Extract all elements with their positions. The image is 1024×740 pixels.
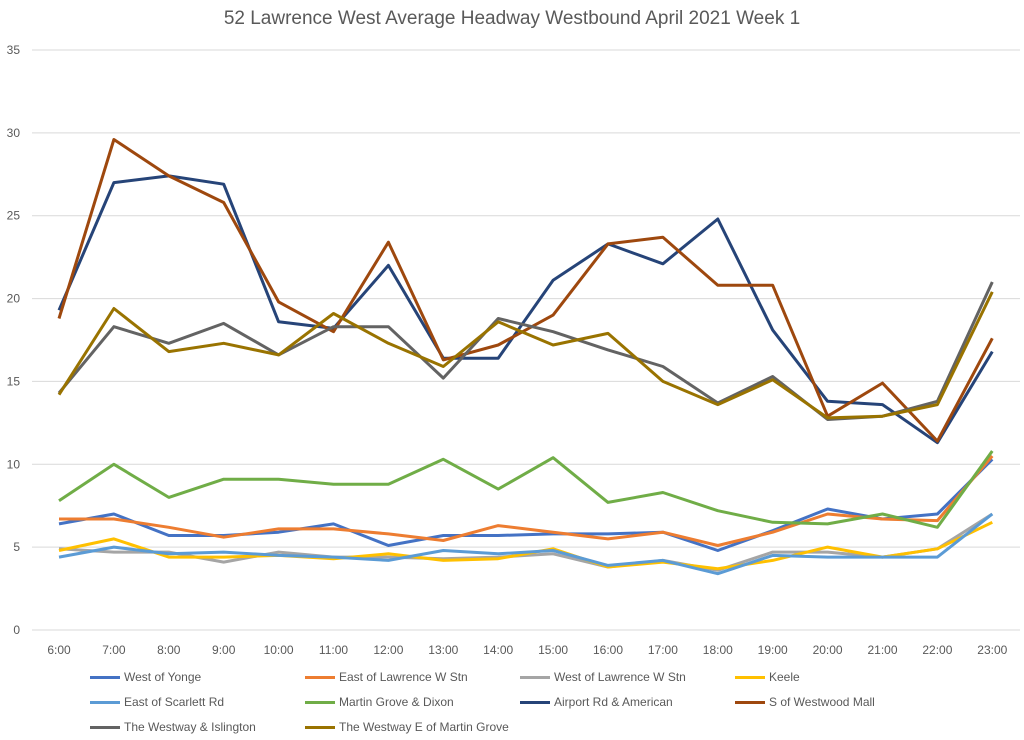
- y-axis-ticks: 0 5 10 15 20 25 30 35: [7, 43, 21, 637]
- series-line-10: [57, 291, 994, 420]
- legend-swatch: [90, 725, 120, 729]
- legend-label: West of Lawrence W Stn: [554, 670, 686, 684]
- legend-label: Martin Grove & Dixon: [339, 695, 454, 709]
- x-tick-label: 21:00: [867, 643, 897, 657]
- y-tick-label: 5: [13, 540, 20, 554]
- legend-label: East of Lawrence W Stn: [339, 670, 468, 684]
- gridlines: [32, 49, 1020, 631]
- y-tick-label: 20: [7, 292, 21, 306]
- line-chart: 0 5 10 15 20 25 30 35 6:00 7:00 8:00 9:00 10:00 11:0…: [7, 43, 1020, 657]
- x-tick-label: 9:00: [212, 643, 236, 657]
- y-tick-label: 25: [7, 209, 21, 223]
- y-tick-label: 0: [13, 623, 20, 637]
- x-tick-label: 19:00: [758, 643, 788, 657]
- series-line-7: [57, 174, 994, 445]
- x-tick-label: 10:00: [264, 643, 294, 657]
- series-line-2: [59, 455, 994, 547]
- legend-label: S of Westwood Mall: [769, 695, 875, 709]
- legend-item: The Westway & Islington: [90, 718, 256, 736]
- series-line-3: [58, 512, 994, 572]
- legend-swatch: [735, 700, 765, 704]
- x-tick-label: 17:00: [648, 643, 678, 657]
- x-tick-label: 22:00: [922, 643, 952, 657]
- series-line-4: [58, 520, 993, 571]
- x-axis-ticks: 6:00 7:00 8:00 9:00 10:00 11:00 12:00 13:00 14:0…: [47, 643, 1007, 657]
- series-lines: [57, 138, 994, 576]
- x-tick-label: 15:00: [538, 643, 568, 657]
- x-tick-label: 16:00: [593, 643, 623, 657]
- x-tick-label: 8:00: [157, 643, 181, 657]
- legend-item: The Westway E of Martin Grove: [305, 718, 509, 736]
- legend-item: West of Yonge: [90, 668, 201, 686]
- y-tick-label: 15: [7, 374, 21, 388]
- legend-item: Martin Grove & Dixon: [305, 693, 454, 711]
- legend-swatch: [90, 700, 120, 704]
- x-tick-label: 13:00: [428, 643, 458, 657]
- series-line-6: [58, 450, 994, 529]
- legend-item: S of Westwood Mall: [735, 693, 875, 711]
- x-tick-label: 6:00: [47, 643, 71, 657]
- x-tick-label: 14:00: [483, 643, 513, 657]
- legend-label: The Westway & Islington: [124, 720, 256, 734]
- series-line-9: [57, 281, 994, 421]
- legend-swatch: [520, 675, 550, 679]
- legend-item: East of Lawrence W Stn: [305, 668, 468, 686]
- legend-label: Keele: [769, 670, 800, 684]
- y-tick-label: 30: [7, 126, 21, 140]
- legend-item: Keele: [735, 668, 800, 686]
- x-tick-label: 23:00: [977, 643, 1007, 657]
- legend-swatch: [305, 700, 335, 704]
- x-tick-label: 12:00: [373, 643, 403, 657]
- legend-item: Airport Rd & American: [520, 693, 673, 711]
- legend-item: East of Scarlett Rd: [90, 693, 224, 711]
- y-tick-label: 10: [7, 457, 21, 471]
- legend-label: West of Yonge: [124, 670, 202, 684]
- legend-label: East of Scarlett Rd: [124, 695, 225, 709]
- legend-label: The Westway E of Martin Grove: [339, 720, 509, 734]
- legend-swatch: [735, 675, 765, 679]
- chart-title: 52 Lawrence West Average Headway Westbou…: [223, 8, 801, 29]
- legend-swatch: [90, 675, 120, 679]
- legend-label: Airport Rd & American: [554, 695, 673, 709]
- legend-swatch: [305, 675, 335, 679]
- x-tick-label: 7:00: [102, 643, 126, 657]
- x-tick-label: 18:00: [703, 643, 733, 657]
- series-line-8: [57, 138, 994, 443]
- series-line-5: [58, 512, 994, 576]
- y-tick-label: 35: [7, 43, 21, 57]
- legend-swatch: [520, 700, 550, 704]
- legend-swatch: [305, 725, 335, 729]
- legend-item: West of Lawrence W Stn: [520, 668, 686, 686]
- x-tick-label: 11:00: [319, 643, 348, 657]
- x-tick-label: 20:00: [813, 643, 843, 657]
